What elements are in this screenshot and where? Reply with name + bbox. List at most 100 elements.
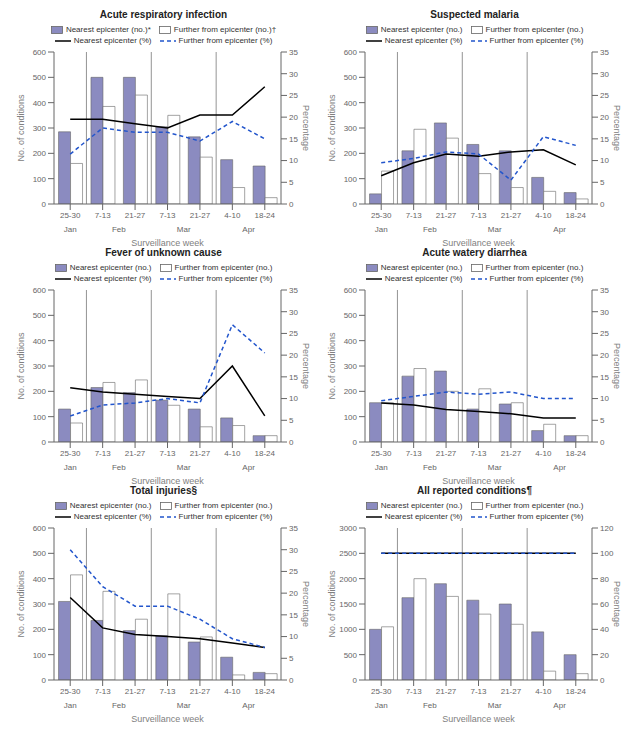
svg-text:4-10: 4-10	[535, 449, 552, 458]
svg-text:10: 10	[600, 394, 609, 403]
svg-text:0: 0	[353, 438, 358, 447]
svg-text:20: 20	[289, 113, 298, 122]
svg-text:25-30: 25-30	[371, 687, 392, 696]
svg-text:Mar: Mar	[177, 225, 191, 234]
svg-text:25: 25	[289, 91, 298, 100]
svg-text:0: 0	[42, 438, 47, 447]
svg-text:7-13: 7-13	[95, 687, 112, 696]
svg-text:2000: 2000	[339, 575, 357, 584]
svg-text:30: 30	[600, 70, 609, 79]
svg-text:25-30: 25-30	[371, 449, 392, 458]
svg-text:100: 100	[344, 413, 358, 422]
svg-text:No. of conditions: No. of conditions	[16, 570, 26, 638]
svg-text:4-10: 4-10	[535, 211, 552, 220]
svg-text:Mar: Mar	[488, 225, 502, 234]
svg-text:21-27: 21-27	[190, 449, 211, 458]
svg-text:21-27: 21-27	[501, 449, 522, 458]
svg-text:Feb: Feb	[423, 225, 437, 234]
svg-text:5: 5	[289, 416, 294, 425]
svg-text:Jan: Jan	[375, 225, 388, 234]
svg-text:20: 20	[600, 351, 609, 360]
svg-text:7-13: 7-13	[406, 687, 423, 696]
svg-text:3000: 3000	[339, 524, 357, 533]
svg-text:0: 0	[353, 200, 358, 209]
svg-text:120: 120	[600, 524, 614, 533]
svg-text:Apr: Apr	[242, 463, 255, 472]
svg-text:200: 200	[33, 387, 47, 396]
svg-text:0: 0	[600, 676, 605, 685]
svg-text:600: 600	[33, 48, 47, 57]
svg-text:Jan: Jan	[64, 701, 77, 710]
svg-text:Jan: Jan	[375, 463, 388, 472]
svg-text:No. of conditions: No. of conditions	[327, 94, 337, 162]
svg-text:35: 35	[289, 524, 298, 533]
svg-text:4-10: 4-10	[224, 449, 241, 458]
svg-text:500: 500	[33, 311, 47, 320]
svg-text:500: 500	[33, 73, 47, 82]
svg-text:80: 80	[600, 575, 609, 584]
svg-text:Surveillance week: Surveillance week	[131, 714, 204, 722]
svg-text:100: 100	[344, 175, 358, 184]
svg-text:30: 30	[289, 308, 298, 317]
svg-text:7-13: 7-13	[406, 449, 423, 458]
svg-text:Feb: Feb	[423, 463, 437, 472]
svg-text:Percentage: Percentage	[612, 105, 622, 151]
svg-text:500: 500	[344, 651, 358, 660]
svg-text:Feb: Feb	[112, 225, 126, 234]
svg-text:300: 300	[344, 362, 358, 371]
svg-text:7-13: 7-13	[470, 449, 487, 458]
svg-text:21-27: 21-27	[125, 687, 146, 696]
svg-text:7-13: 7-13	[95, 449, 112, 458]
svg-text:15: 15	[600, 135, 609, 144]
svg-text:60: 60	[600, 600, 609, 609]
svg-text:4-10: 4-10	[224, 687, 241, 696]
svg-text:400: 400	[344, 99, 358, 108]
svg-text:300: 300	[33, 600, 47, 609]
svg-text:Surveillance week: Surveillance week	[442, 476, 515, 484]
svg-text:7-13: 7-13	[95, 211, 112, 220]
svg-text:21-27: 21-27	[190, 211, 211, 220]
svg-text:40: 40	[600, 625, 609, 634]
svg-text:21-27: 21-27	[501, 687, 522, 696]
svg-text:5: 5	[289, 654, 294, 663]
svg-text:No. of conditions: No. of conditions	[16, 332, 26, 400]
svg-text:Feb: Feb	[112, 463, 126, 472]
svg-text:30: 30	[600, 308, 609, 317]
svg-text:100: 100	[600, 549, 614, 558]
svg-text:0: 0	[42, 200, 47, 209]
svg-text:Mar: Mar	[177, 463, 191, 472]
svg-text:0: 0	[600, 200, 605, 209]
svg-text:Apr: Apr	[553, 701, 566, 710]
svg-text:5: 5	[289, 178, 294, 187]
svg-text:35: 35	[600, 286, 609, 295]
svg-text:100: 100	[33, 413, 47, 422]
svg-text:Apr: Apr	[553, 463, 566, 472]
svg-text:600: 600	[33, 524, 47, 533]
svg-text:0: 0	[42, 676, 47, 685]
svg-text:15: 15	[289, 611, 298, 620]
svg-text:15: 15	[289, 373, 298, 382]
svg-text:21-27: 21-27	[125, 211, 146, 220]
svg-text:Percentage: Percentage	[301, 105, 311, 151]
svg-text:7-13: 7-13	[406, 211, 423, 220]
svg-text:35: 35	[289, 48, 298, 57]
svg-text:20: 20	[289, 589, 298, 598]
svg-text:15: 15	[600, 373, 609, 382]
svg-text:300: 300	[344, 124, 358, 133]
svg-text:7-13: 7-13	[159, 687, 176, 696]
svg-text:25-30: 25-30	[60, 211, 81, 220]
svg-text:400: 400	[33, 575, 47, 584]
svg-text:Feb: Feb	[423, 701, 437, 710]
svg-text:15: 15	[289, 135, 298, 144]
svg-text:7-13: 7-13	[159, 449, 176, 458]
svg-text:Jan: Jan	[64, 463, 77, 472]
svg-text:20: 20	[600, 651, 609, 660]
svg-text:Percentage: Percentage	[301, 581, 311, 627]
svg-text:1500: 1500	[339, 600, 357, 609]
svg-text:21-27: 21-27	[436, 449, 457, 458]
svg-text:Mar: Mar	[177, 701, 191, 710]
svg-text:5: 5	[600, 416, 605, 425]
svg-text:300: 300	[33, 362, 47, 371]
svg-text:Percentage: Percentage	[612, 343, 622, 389]
svg-text:18-24: 18-24	[566, 449, 587, 458]
